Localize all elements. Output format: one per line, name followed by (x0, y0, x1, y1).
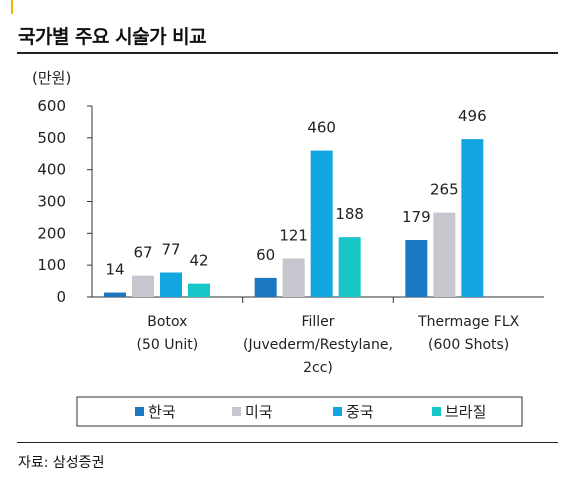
legend-swatch (333, 407, 342, 416)
y-tick-label: 100 (37, 256, 66, 274)
y-tick-label: 0 (56, 288, 66, 306)
legend-swatch (432, 407, 441, 416)
chart-title: 국가별 주요 시술가 비교 (18, 26, 207, 48)
data-label: 60 (256, 246, 275, 264)
data-label: 265 (430, 181, 459, 199)
bar (132, 275, 154, 297)
x-category-label: 2cc) (303, 360, 333, 376)
legend-swatch (232, 407, 241, 416)
y-unit-label: (만원) (32, 69, 71, 87)
bar (310, 150, 333, 297)
y-tick-label: 300 (37, 193, 66, 211)
x-category-label: (600 Shots) (428, 337, 509, 353)
bar-chart: (만원) 0 100 200 300 400 500 600 14 67 77 42 Botox (50 … (32, 69, 544, 427)
data-label: 77 (161, 240, 180, 258)
x-category-label: Filler (301, 314, 334, 330)
data-label: 179 (402, 208, 431, 226)
bar (338, 237, 361, 297)
title-accent-mark (11, 0, 13, 14)
bar (461, 139, 484, 297)
data-label: 496 (458, 107, 487, 125)
bar (433, 212, 456, 297)
footer-divider (17, 442, 558, 443)
legend-box (76, 396, 523, 427)
data-label: 460 (307, 119, 336, 137)
x-category-label: (Juvederm/Restylane, (243, 337, 393, 353)
data-label: 67 (133, 244, 152, 262)
x-category-label: (50 Unit) (136, 337, 198, 353)
y-tick-label: 600 (37, 97, 66, 115)
y-tick-label: 200 (37, 224, 66, 242)
y-tick-label: 400 (37, 161, 66, 179)
bar (160, 272, 182, 297)
bar (188, 283, 210, 297)
legend-label: 한국 (148, 403, 176, 421)
bar (254, 277, 277, 297)
y-tick-label: 500 (37, 129, 66, 147)
x-category-label: Botox (147, 314, 187, 330)
bar (104, 292, 126, 297)
title-divider (17, 52, 558, 54)
data-label: 42 (189, 252, 208, 270)
legend-swatch (135, 407, 144, 416)
legend-label: 브라질 (445, 403, 486, 421)
data-label: 188 (335, 205, 364, 223)
bar (282, 258, 305, 297)
data-label: 121 (279, 226, 308, 244)
x-category-label: Thermage FLX (417, 314, 520, 330)
legend-label: 중국 (346, 403, 374, 421)
source-note: 자료: 삼성증권 (18, 455, 105, 471)
data-label: 14 (105, 261, 124, 279)
legend-label: 미국 (245, 403, 273, 421)
bar (405, 240, 428, 297)
